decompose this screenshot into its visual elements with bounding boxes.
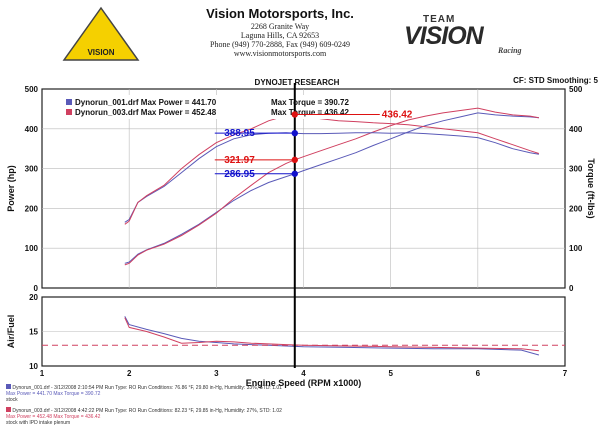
footer-run-1-note: stock <box>6 397 18 403</box>
power-tick-label-0: 0 <box>34 284 39 293</box>
power-tick-label-400: 400 <box>25 125 39 134</box>
team-racing-label: Racing <box>498 46 522 55</box>
address-line-1: 2268 Granite Way <box>250 22 310 31</box>
torque-tick-label-0: 0 <box>569 284 574 293</box>
footer-run-2-max: Max Power = 452.48 Max Torque = 436.42 <box>6 414 101 420</box>
footer-run-2: Dynorun_003.drf - 3/12/2008 4:42:22 PM R… <box>6 407 594 426</box>
marker-3-value: 286.95 <box>224 169 255 180</box>
af-tick-label-10: 10 <box>29 362 38 371</box>
torque-tick-label-100: 100 <box>569 244 583 253</box>
af-tick-label-15: 15 <box>29 328 38 337</box>
footer-run-1-details: Dynorun_001.drf - 3/12/2008 2:10:54 PM R… <box>12 385 282 391</box>
rpm-tick-label-2: 2 <box>127 369 132 378</box>
vision-logo: VISION <box>62 6 140 62</box>
rpm-tick-label-6: 6 <box>476 369 481 378</box>
marker-0-dot <box>291 111 298 118</box>
power-tick-label-200: 200 <box>25 204 39 213</box>
af-series-1-line <box>124 317 539 352</box>
torque-tick-label-400: 400 <box>569 125 583 134</box>
footer-run-1-max: Max Power = 441.70 Max Torque = 390.72 <box>6 391 101 397</box>
legend-box <box>64 95 376 119</box>
rpm-tick-label-7: 7 <box>563 369 568 378</box>
vision-logo-text: VISION <box>87 48 115 57</box>
series-torque-2-line <box>124 132 539 223</box>
power-tick-label-500: 500 <box>25 85 39 94</box>
footer-run-2-details: Dynorun_003.drf - 3/12/2008 4:42:22 PM R… <box>12 408 282 414</box>
footer-run-1-swatch <box>6 384 11 389</box>
footer-run-1-line-1: Dynorun_001.drf - 3/12/2008 2:10:54 PM R… <box>6 384 594 391</box>
rpm-axis-label: Engine Speed (RPM x1000) <box>246 378 362 388</box>
footer-run-1: Dynorun_001.drf - 3/12/2008 2:10:54 PM R… <box>6 384 594 403</box>
team-label: TEAM <box>423 14 456 25</box>
legend-entry-0-power: Dynorun_001.drf Max Power = 441.70 <box>75 98 217 107</box>
torque-tick-label-500: 500 <box>569 85 583 94</box>
legend-swatch-1 <box>66 109 72 115</box>
rpm-tick-label-1: 1 <box>40 369 45 378</box>
vision-logo-triangle-icon <box>62 6 140 61</box>
torque-axis-label: Torque (ft-lbs) <box>586 158 596 218</box>
af-series-0-line <box>124 316 540 356</box>
marker-0-value: 436.42 <box>382 109 413 120</box>
series-power-0-line <box>124 112 539 264</box>
website: www.visionmotorsports.com <box>233 49 327 58</box>
marker-2-dot <box>291 156 298 164</box>
series-power-1-line <box>124 107 539 266</box>
legend-swatch-0 <box>66 99 72 105</box>
rpm-tick-label-3: 3 <box>214 369 219 378</box>
marker-3-dot <box>291 170 298 177</box>
rpm-tick-label-5: 5 <box>388 369 393 378</box>
footer-run-2-note: stock with IPD intake plenum <box>6 420 71 426</box>
torque-tick-label-200: 200 <box>569 204 583 213</box>
torque-tick-label-300: 300 <box>569 165 583 174</box>
marker-1-dot <box>291 129 298 137</box>
team-vision-brand: VISION <box>404 22 484 50</box>
chart-source-title: DYNOJET RESEARCH <box>254 78 340 87</box>
power-axis-label: Power (hp) <box>6 165 16 212</box>
footer-run-2-swatch <box>6 407 11 412</box>
power-tick-label-100: 100 <box>25 244 39 253</box>
power-tick-label-300: 300 <box>25 165 39 174</box>
company-name: Vision Motorsports, Inc. <box>206 6 354 21</box>
marker-1-value: 388.95 <box>224 128 255 139</box>
legend-entry-1-power: Dynorun_003.drf Max Power = 452.48 <box>75 108 217 117</box>
rpm-tick-label-4: 4 <box>301 369 306 378</box>
af-tick-label-20: 20 <box>29 293 38 302</box>
footer-run-2-line-1: Dynorun_003.drf - 3/12/2008 4:42:22 PM R… <box>6 407 594 414</box>
marker-2-value: 321.97 <box>224 155 255 166</box>
phone-fax: Phone (949) 770-2888, Fax (949) 609-0249 <box>210 40 350 49</box>
cf-smoothing-info: CF: STD Smoothing: 5 <box>513 76 598 85</box>
legend-entry-0-torque: Max Torque = 390.72 <box>271 98 349 107</box>
air-fuel-axis-label: Air/Fuel <box>6 315 16 349</box>
legend-entry-1-torque: Max Torque = 436.42 <box>271 108 349 117</box>
address-line-2: Laguna Hills, CA 92653 <box>240 31 320 40</box>
